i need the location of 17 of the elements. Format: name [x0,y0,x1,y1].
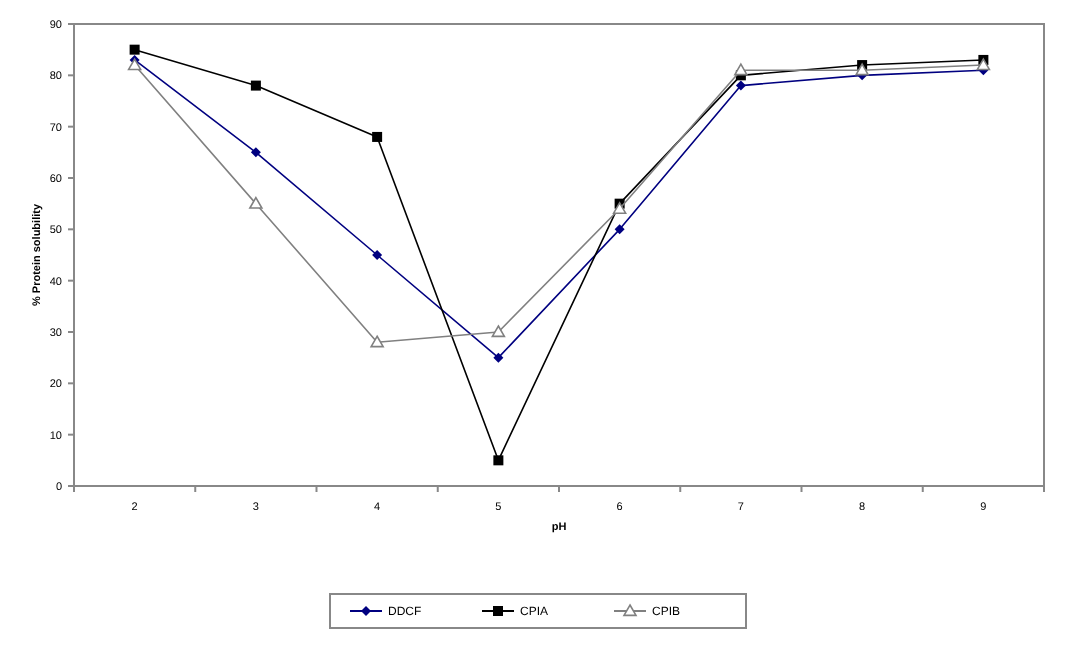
point [491,325,506,338]
point [129,44,140,55]
point [127,58,142,71]
point [493,455,504,466]
point [250,80,261,91]
point [855,63,869,76]
point [493,352,504,363]
point [614,224,625,235]
point [249,196,263,209]
point [976,58,991,71]
point [735,80,746,91]
point [734,63,748,76]
point [372,131,383,142]
point [372,250,383,260]
point [612,202,627,214]
point [370,335,384,348]
point [250,147,261,158]
